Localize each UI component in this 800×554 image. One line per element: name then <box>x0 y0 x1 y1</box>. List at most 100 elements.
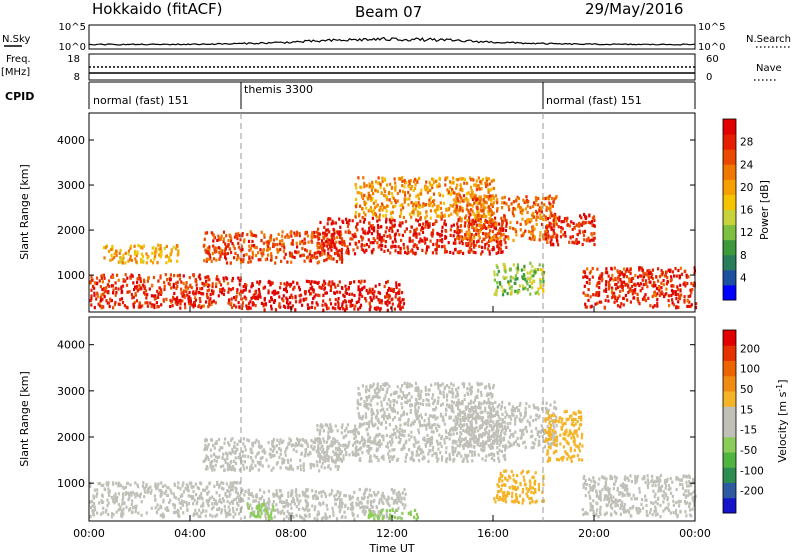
power-echo-region <box>240 279 406 312</box>
nsky-tick-bottom: 10^0 <box>59 42 86 53</box>
velocity-colorbar-swatch <box>723 421 736 438</box>
power-echo-region <box>544 212 596 247</box>
power-ylabel: Slant Range [km] <box>18 164 31 260</box>
nsearch-label: N.Search <box>746 34 791 45</box>
nave-tick-top: 60 <box>706 54 719 65</box>
cpid-label: CPID <box>5 90 34 103</box>
power-colorbar-tick-label: 12 <box>740 227 753 239</box>
velocity-colorbar-swatch <box>723 330 736 346</box>
nave-label: Nave <box>756 63 782 74</box>
power-colorbar-swatch <box>723 164 736 180</box>
velocity-colorbar-tick-label: -50 <box>740 445 757 457</box>
freq-unit: [MHz] <box>1 67 30 78</box>
power-ytick-label: 4000 <box>57 134 85 147</box>
freq-tick-top: 18 <box>67 54 80 65</box>
power-ytick-label: 1000 <box>57 269 85 282</box>
power-echoes <box>89 176 698 312</box>
freq-panel: Freq. [MHz] 18 8 60 0 Nave <box>1 53 782 83</box>
x-tick-label: 00:00 <box>679 527 711 540</box>
cpid-mode-3: normal (fast) 151 <box>546 94 642 107</box>
power-colorbar-swatch <box>723 179 736 195</box>
power-colorbar-tick-label: 20 <box>740 182 753 194</box>
power-colorbar-tick-label: 16 <box>740 205 754 217</box>
date-label: 29/May/2016 <box>585 0 683 18</box>
velocity-echo-region <box>89 480 243 519</box>
velocity-colorbar-swatch <box>723 452 736 468</box>
power-echo-region <box>582 266 698 310</box>
velocity-colorbar-tick-label: -200 <box>740 486 764 498</box>
beam-label: Beam 07 <box>355 3 422 21</box>
power-ytick-label: 3000 <box>57 179 85 192</box>
velocity-ylabel: Slant Range [km] <box>18 371 31 467</box>
power-colorbar-swatch <box>723 224 736 241</box>
velocity-colorbar-tick-label: 100 <box>740 364 760 376</box>
freq-tick-bottom: 8 <box>74 72 80 83</box>
nsky-tick-top: 10^5 <box>59 22 86 33</box>
power-colorbar-swatch <box>723 134 736 150</box>
velocity-echo-region <box>202 437 344 473</box>
power-colorbar-swatch <box>723 119 736 135</box>
velocity-echo-region <box>246 502 275 521</box>
velocity-echoes <box>89 381 697 521</box>
nsearch-tick-bottom: 10^0 <box>698 42 725 53</box>
velocity-colorbar-tick-label: -15 <box>740 425 757 437</box>
cpid-panel: CPID normal (fast) 151 themis 3300 norma… <box>5 81 696 109</box>
power-colorbar-swatch <box>723 209 736 226</box>
velocity-ytick-label: 3000 <box>57 385 85 398</box>
power-y-ticks: 1000 2000 3000 4000 <box>57 134 695 282</box>
x-tick-label: 12:00 <box>376 527 408 540</box>
station-title: Hokkaido (fitACF) <box>92 0 223 18</box>
velocity-colorbar-swatch <box>723 482 736 499</box>
velocity-colorbar-tick-label: -100 <box>740 465 764 477</box>
velocity-colorbar-swatch <box>723 375 736 392</box>
velocity-colorbar-swatch <box>723 436 736 453</box>
power-colorbar-label: Power [dB] <box>758 180 771 240</box>
power-echo-region <box>493 261 546 297</box>
power-panel: 1000 2000 3000 4000 Slant Range [km] <box>18 112 698 313</box>
nsky-label: N.Sky <box>2 34 30 45</box>
nave-tick-bottom: 0 <box>706 72 712 83</box>
velocity-colorbar-swatch <box>723 406 736 422</box>
power-colorbar-swatch <box>723 149 736 165</box>
velocity-y-ticks: 1000 2000 3000 4000 <box>57 339 695 490</box>
x-tick-label: 20:00 <box>578 527 610 540</box>
velocity-echo-region <box>581 473 697 519</box>
cpid-mode-2: themis 3300 <box>244 83 313 96</box>
velocity-colorbar-swatch <box>723 497 736 514</box>
velocity-ytick-label: 2000 <box>57 431 85 444</box>
x-tick-label: 16:00 <box>477 527 509 540</box>
nsky-trace <box>88 36 695 46</box>
velocity-echo-region <box>544 409 584 463</box>
power-colorbar-swatch <box>723 194 736 210</box>
velocity-colorbar-swatch <box>723 467 736 483</box>
x-tick-label: 04:00 <box>174 527 206 540</box>
nsearch-tick-top: 10^5 <box>698 22 725 33</box>
power-colorbar-swatch <box>723 269 736 286</box>
velocity-colorbar-tick-label: 15 <box>740 404 753 416</box>
power-colorbar: 4 8 12 16 20 24 28 Power [dB] <box>722 118 771 301</box>
power-colorbar-tick-label: 4 <box>740 272 747 284</box>
velocity-ytick-label: 4000 <box>57 339 85 352</box>
velocity-echo-region <box>493 469 545 505</box>
power-colorbar-swatch <box>723 239 736 256</box>
velocity-colorbar-tick-label: 50 <box>740 384 753 396</box>
velocity-ytick-label: 1000 <box>57 477 85 490</box>
power-colorbar-tick-label: 24 <box>740 159 754 171</box>
velocity-colorbar: 200 100 50 15 -15 -50 -100 -200 Velocity [m s-1… <box>722 329 789 514</box>
velocity-colorbar-swatch <box>723 391 736 407</box>
power-colorbar-swatch <box>723 254 736 271</box>
velocity-colorbar-tick-label: 200 <box>740 343 760 355</box>
power-ytick-label: 2000 <box>57 224 85 237</box>
velocity-panel: 1000 2000 3000 4000 Slant Range [km] <box>18 316 697 522</box>
velocity-colorbar-swatch <box>723 345 736 361</box>
x-axis: 00:00 04:00 08:00 12:00 16:00 20:00 00:00 <box>73 306 711 540</box>
nsky-panel: N.Sky 10^5 10^0 10^5 10^0 N.Search <box>2 22 791 53</box>
cpid-mode-1: normal (fast) 151 <box>93 94 189 107</box>
velocity-colorbar-swatch <box>723 360 736 377</box>
power-colorbar-swatch <box>723 284 736 301</box>
power-echo-region <box>202 230 344 265</box>
velocity-echo-region <box>367 508 419 521</box>
power-echo-region <box>89 273 243 310</box>
velocity-echo-region <box>240 487 407 521</box>
